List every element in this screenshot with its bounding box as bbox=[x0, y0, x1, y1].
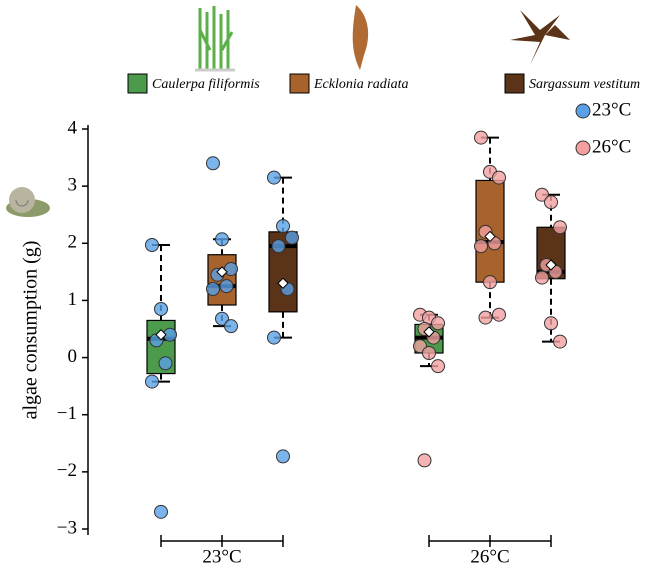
data-point bbox=[154, 504, 168, 519]
legend-label: Caulerpa filiformis bbox=[152, 77, 260, 92]
data-point bbox=[276, 449, 290, 464]
data-point bbox=[535, 270, 549, 285]
mean-marker bbox=[155, 329, 167, 341]
data-point bbox=[431, 359, 445, 374]
legend-swatch bbox=[504, 73, 525, 94]
icon-ecklonia bbox=[352, 5, 369, 70]
legend-label: Ecklonia radiata bbox=[313, 77, 409, 92]
data-point bbox=[267, 330, 281, 345]
data-point bbox=[276, 219, 290, 234]
data-point bbox=[553, 220, 567, 235]
icon-sargassum bbox=[510, 10, 570, 65]
data-point bbox=[206, 282, 220, 296]
data-point bbox=[492, 170, 506, 185]
data-point bbox=[544, 195, 558, 210]
data-point bbox=[483, 275, 497, 290]
legend-swatch bbox=[127, 73, 148, 94]
icon-snail bbox=[6, 187, 50, 217]
data-point bbox=[215, 311, 229, 326]
y-tick-label: 4 bbox=[68, 117, 78, 138]
y-tick-label: −2 bbox=[57, 460, 77, 481]
data-point bbox=[474, 130, 488, 145]
mean-marker bbox=[484, 230, 496, 243]
data-point bbox=[285, 230, 299, 245]
y-tick-label: −3 bbox=[57, 517, 77, 538]
data-point bbox=[224, 262, 238, 276]
group-legend-marker bbox=[575, 103, 591, 119]
group-legend-marker bbox=[575, 140, 591, 156]
y-tick-label: 3 bbox=[68, 175, 78, 196]
data-point bbox=[474, 239, 488, 254]
data-point bbox=[431, 316, 445, 331]
mean-marker bbox=[423, 326, 435, 338]
mean-marker bbox=[277, 277, 289, 289]
y-tick-label: −1 bbox=[57, 403, 77, 424]
y-tick-label: 2 bbox=[68, 232, 78, 253]
data-point bbox=[553, 334, 567, 349]
data-point bbox=[267, 170, 281, 185]
y-tick-label: 0 bbox=[68, 346, 78, 367]
data-point bbox=[145, 374, 159, 389]
data-point bbox=[535, 187, 549, 202]
data-point bbox=[478, 310, 493, 325]
mean-marker bbox=[216, 266, 228, 278]
group-legend-label: 23°C bbox=[592, 99, 631, 120]
data-point bbox=[224, 319, 238, 334]
data-point bbox=[544, 316, 558, 331]
group-legend-label: 26°C bbox=[592, 136, 631, 157]
y-tick-label: 1 bbox=[68, 289, 78, 310]
data-point bbox=[215, 232, 229, 247]
legend-swatch bbox=[289, 73, 310, 94]
data-point bbox=[417, 453, 432, 468]
x-tick-label: 26°C bbox=[470, 546, 509, 567]
mean-marker bbox=[545, 259, 557, 271]
data-point bbox=[422, 346, 436, 360]
data-point bbox=[154, 302, 168, 316]
data-point bbox=[492, 307, 506, 322]
data-point bbox=[206, 156, 220, 171]
legend-label: Sargassum vestitum bbox=[529, 77, 640, 92]
icon-caulerpa bbox=[195, 6, 235, 72]
y-axis-label: algae consumption (g) bbox=[20, 241, 42, 420]
data-point bbox=[219, 279, 234, 294]
x-tick-label: 23°C bbox=[202, 546, 241, 567]
data-point bbox=[271, 239, 286, 254]
data-point bbox=[145, 238, 159, 252]
data-point bbox=[158, 356, 173, 371]
